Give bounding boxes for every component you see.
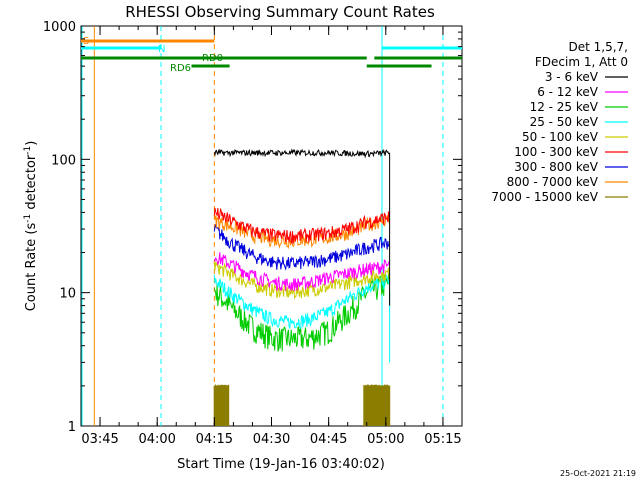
x-tick-label: 04:45	[310, 432, 347, 447]
x-tick-label: 04:00	[138, 432, 175, 447]
x-tick-label: 03:45	[81, 432, 118, 447]
ylabel-sup2: -1	[23, 146, 33, 155]
ylabel-part1: Count Rate (s	[24, 223, 39, 312]
series-line	[213, 384, 391, 426]
legend-label: 6 - 12 keV	[537, 85, 599, 99]
series-line	[213, 252, 390, 292]
y-axis-label: Count Rate (s-1 detector-1)	[23, 141, 39, 312]
x-axis-label: Start Time (19-Jan-16 03:40:02)	[177, 457, 385, 472]
legend-label: 12 - 25 keV	[530, 100, 599, 114]
legend-label: 25 - 50 keV	[530, 115, 599, 129]
series-line	[213, 273, 390, 352]
flag-label-s: S	[83, 36, 89, 47]
x-tick-label: 04:30	[253, 432, 290, 447]
series-line	[213, 261, 390, 300]
chart-title: RHESSI Observing Summary Count Rates	[125, 3, 435, 21]
legend-label: 300 - 800 keV	[514, 160, 598, 174]
legend-label: 50 - 100 keV	[522, 130, 599, 144]
series-line	[213, 224, 390, 271]
legend-label: 3 - 6 keV	[545, 70, 599, 84]
y-tick-label: 1000	[43, 20, 76, 35]
legend-label: 800 - 7000 keV	[507, 175, 599, 189]
svg-text:Count Rate (s-1 detector-1): Count Rate (s-1 detector-1)	[23, 141, 39, 312]
ylabel-sup1: -1	[23, 214, 33, 223]
flag-bars: S N RD0 RD6	[81, 36, 462, 74]
flag-label-rd6: RD6	[170, 63, 191, 74]
series-line	[213, 148, 390, 159]
series-line	[213, 214, 390, 250]
ylabel-part3: )	[24, 141, 39, 146]
y-tick-label: 100	[51, 153, 76, 168]
legend-label: 7000 - 15000 keV	[491, 190, 598, 204]
x-tick-label: 05:00	[367, 432, 404, 447]
flag-label-rd0: RD0	[202, 53, 223, 64]
vertical-markers	[81, 26, 444, 426]
y-axis-ticks: 1 10 100 1000	[43, 20, 462, 435]
ylabel-part2: detector	[24, 154, 39, 214]
flag-label-n: N	[158, 44, 165, 55]
legend-header-line2: FDecim 1, Att 0	[535, 55, 628, 69]
legend-header-line1: Det 1,5,7,	[569, 40, 629, 54]
y-tick-label: 10	[59, 287, 76, 302]
series-line	[213, 274, 390, 330]
x-tick-label: 04:15	[196, 432, 233, 447]
series-lines	[213, 148, 391, 426]
legend-label: 100 - 300 keV	[514, 145, 598, 159]
plot-frame	[80, 25, 463, 427]
series-line	[213, 207, 390, 245]
footer-date: 25-Oct-2021 21:19	[560, 469, 636, 478]
x-axis-ticks: 03:45 04:00 04:15 04:30 04:45 05:00 05:15	[80, 26, 463, 447]
x-tick-label: 05:15	[424, 432, 461, 447]
y-tick-label: 1	[68, 420, 76, 435]
